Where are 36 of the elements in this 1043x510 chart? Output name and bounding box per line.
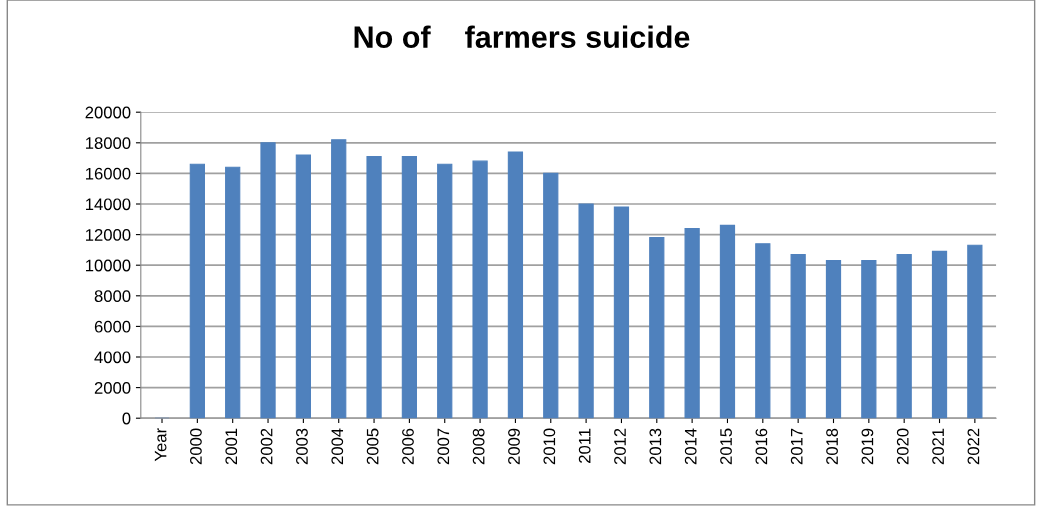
y-tick-label: 8000 [94,290,131,302]
x-tick-label: 2002 [260,428,273,465]
x-tick-label: 2021 [932,428,944,465]
x-tick-label: 2001 [225,428,238,465]
y-tick-label: 2000 [94,382,131,394]
y-tick-label: 18000 [86,137,131,149]
x-tick-label: 2005 [366,428,379,465]
x-tick-label: 2014 [684,428,697,465]
x-tick-label: 2007 [437,428,450,465]
chart-title: No of farmers suicide [354,25,690,48]
y-tick-label: 10000 [86,259,131,272]
x-tick-label: 2006 [402,428,414,465]
x-tick-label: 2010 [543,428,556,465]
x-tick-label: 2020 [896,428,909,465]
y-tick-label: 16000 [86,167,131,180]
x-tick-label: 2003 [296,428,308,465]
x-tick-label: 2008 [472,428,485,465]
x-tick-label: 2015 [720,428,732,465]
y-tick-label: 6000 [94,320,131,333]
x-tick-label: Year [154,428,167,462]
x-tick-label: 2009 [508,428,520,465]
x-tick-label: 2004 [331,428,344,465]
y-tick-label: 20000 [85,106,131,119]
x-tick-label: 2016 [755,428,768,465]
y-tick-label: 14000 [86,198,131,211]
y-tick-label: 4000 [94,351,131,364]
x-tick-label: 2012 [614,428,626,465]
x-tick-label: 2019 [861,428,874,465]
x-tick-label: 2017 [790,428,803,465]
y-tick-label: 12000 [86,229,131,241]
y-tick-label: 0 [122,412,131,425]
x-tick-label: 2018 [826,428,838,465]
x-tick-label: 2000 [190,428,202,465]
x-tick-label: 2011 [578,428,591,463]
x-tick-label: 2022 [967,428,980,465]
x-tick-label: 2013 [649,428,662,465]
